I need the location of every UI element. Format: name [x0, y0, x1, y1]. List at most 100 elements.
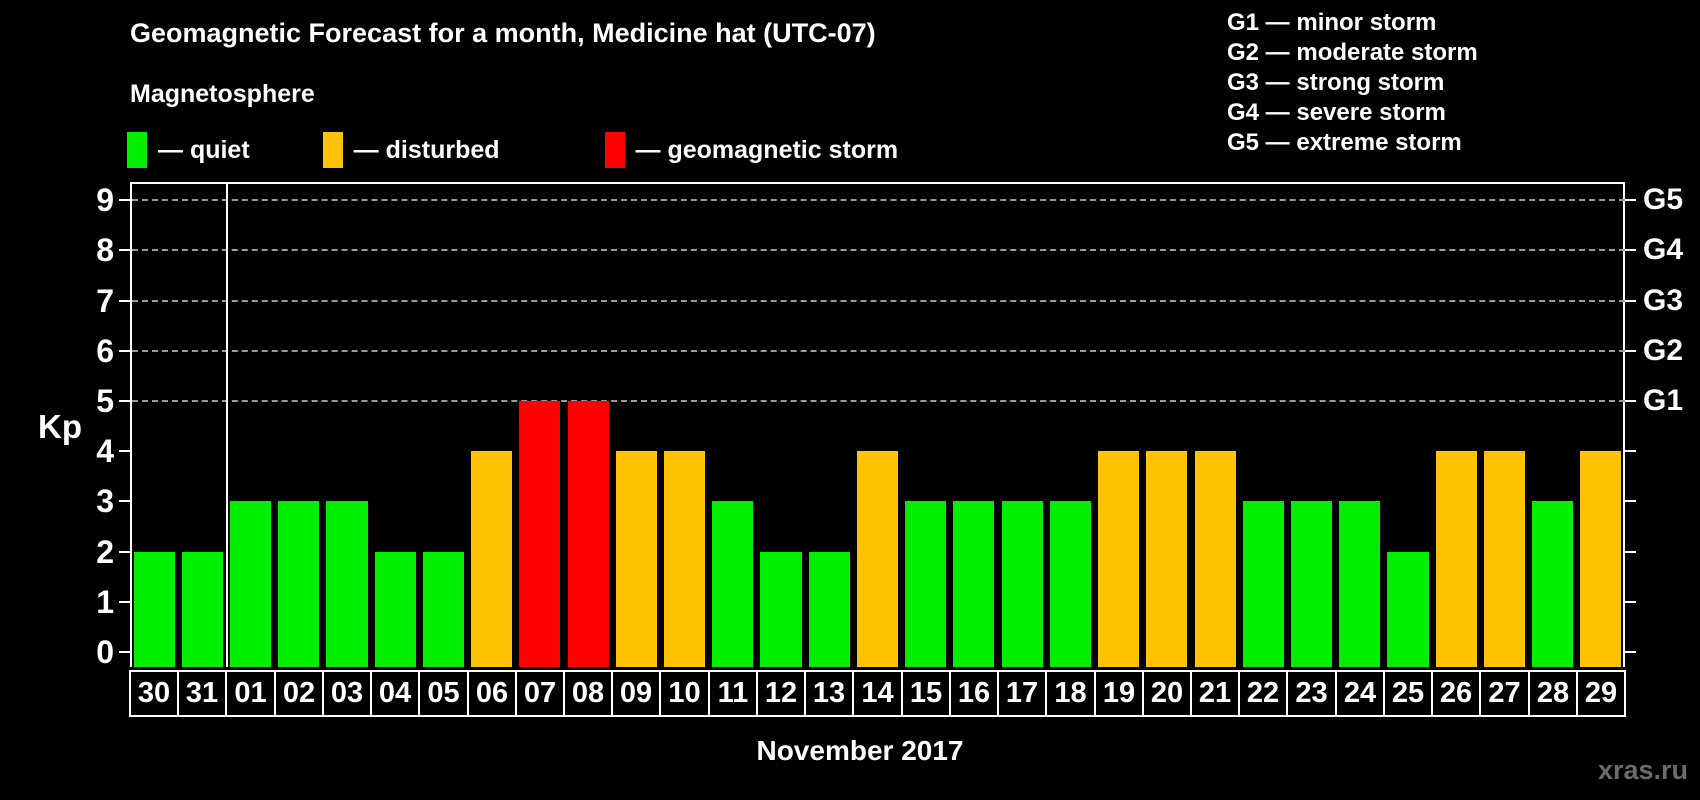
quiet-color-swatch [127, 132, 147, 168]
bar-day-16 [953, 501, 995, 667]
bar-day-28 [1532, 501, 1574, 667]
y-axis-tick [119, 400, 130, 402]
legend-label-disturbed: — disturbed [353, 135, 500, 164]
legend-item-disturbed: — disturbed [322, 132, 500, 168]
bar-day-10 [664, 451, 706, 667]
gridline-kp9 [132, 199, 1625, 202]
y-axis-tick-label: 8 [96, 232, 114, 269]
gridline-kp8 [132, 249, 1625, 252]
y-axis-tick-label: 1 [96, 583, 114, 620]
bar-day-06 [471, 451, 513, 667]
g-scale-legend-line: G5 — extreme storm [1227, 129, 1462, 156]
y-axis-tick [119, 651, 130, 653]
date-label-25: 25 [1383, 670, 1433, 717]
bar-day-30 [133, 551, 175, 667]
right-axis-tick [1625, 249, 1636, 252]
date-label-21: 21 [1190, 670, 1240, 717]
bar-day-07 [519, 401, 561, 667]
gridline-kp6 [132, 349, 1625, 352]
g-scale-legend: G1 — minor storm G2 — moderate storm G3 … [1227, 8, 1478, 158]
bar-day-29 [1580, 451, 1622, 667]
y-axis-tick-label: 2 [96, 533, 114, 570]
date-label-19: 19 [1094, 670, 1144, 717]
bar-day-25 [1387, 551, 1429, 667]
date-label-23: 23 [1286, 670, 1337, 717]
legend-label-quiet: — quiet [158, 135, 250, 164]
date-label-17: 17 [997, 670, 1047, 717]
disturbed-color-swatch [322, 132, 343, 168]
date-label-03: 03 [322, 670, 372, 717]
date-label-01: 01 [225, 670, 276, 717]
date-label-31: 31 [177, 670, 227, 717]
y-axis-tick-label: 3 [96, 483, 114, 520]
status-legend: — quiet — disturbed — geomagnetic storm [127, 131, 898, 169]
g-scale-tick-label: G2 [1643, 333, 1684, 367]
y-axis-tick [119, 450, 130, 453]
date-label-15: 15 [901, 670, 951, 717]
bar-day-19 [1098, 451, 1140, 667]
bar-day-26 [1435, 451, 1477, 667]
bar-day-08 [567, 401, 609, 667]
bar-day-24 [1339, 501, 1381, 667]
bar-day-31 [181, 551, 223, 667]
bar-day-18 [1049, 501, 1091, 667]
right-axis-tick [1625, 550, 1636, 553]
date-label-10: 10 [659, 670, 710, 717]
date-label-09: 09 [611, 670, 661, 717]
date-label-08: 08 [563, 670, 613, 717]
y-axis-tick [119, 500, 130, 503]
bar-day-05 [422, 551, 465, 667]
chart-subtitle: Magnetosphere [130, 80, 315, 108]
date-label-06: 06 [467, 670, 517, 717]
g-scale-tick-label: G4 [1643, 233, 1684, 267]
g-scale-tick-label: G5 [1643, 183, 1684, 217]
y-axis-tick-label: 9 [96, 182, 114, 219]
legend-item-storm: — geomagnetic storm [604, 132, 899, 168]
legend-item-quiet: — quiet [127, 132, 250, 168]
bar-day-03 [326, 501, 368, 667]
bar-day-09 [615, 451, 657, 667]
date-label-07: 07 [515, 670, 565, 717]
date-label-24: 24 [1335, 670, 1385, 717]
right-axis-tick [1625, 651, 1636, 653]
date-label-05: 05 [418, 670, 469, 717]
date-label-29: 29 [1576, 670, 1626, 717]
right-axis-tick [1625, 199, 1636, 202]
watermark: xras.ru [1597, 755, 1688, 785]
date-label-28: 28 [1528, 670, 1578, 717]
x-axis-title: November 2017 [756, 735, 964, 766]
legend-label-storm: — geomagnetic storm [635, 135, 899, 164]
bar-day-27 [1483, 451, 1525, 667]
bar-day-13 [808, 551, 850, 667]
date-label-13: 13 [804, 670, 854, 717]
y-axis-tick [119, 299, 130, 302]
g-scale-legend-line: G3 — strong storm [1227, 69, 1445, 96]
y-axis-tick-label: 6 [96, 332, 114, 369]
y-axis-tick-label: 4 [96, 433, 114, 470]
y-axis-tick [119, 550, 130, 553]
chart-title: Geomagnetic Forecast for a month, Medici… [130, 18, 876, 48]
gridline-kp5 [132, 400, 1625, 402]
right-axis-tick [1625, 600, 1636, 603]
bar-day-17 [1001, 501, 1043, 667]
date-label-18: 18 [1045, 670, 1096, 717]
right-axis-tick [1625, 349, 1636, 352]
y-axis-tick [119, 349, 130, 352]
y-axis-title: Kp [38, 408, 82, 445]
bar-day-02 [278, 501, 320, 667]
g-scale-tick-label: G1 [1643, 384, 1684, 417]
right-axis-tick [1625, 400, 1636, 402]
plot-area [130, 182, 1625, 667]
g-scale-tick-label: G3 [1643, 283, 1684, 317]
date-label-27: 27 [1479, 670, 1530, 717]
bar-day-22 [1242, 501, 1284, 667]
y-axis-tick-label: 7 [96, 282, 114, 319]
g-scale-legend-line: G4 — severe storm [1227, 99, 1446, 126]
bar-day-11 [712, 501, 754, 667]
g-scale-legend-line: G1 — minor storm [1227, 9, 1437, 36]
date-label-14: 14 [852, 670, 903, 717]
y-axis-tick [119, 199, 130, 202]
y-axis-tick-label: 0 [96, 634, 114, 670]
y-axis-tick-label: 5 [96, 383, 114, 419]
